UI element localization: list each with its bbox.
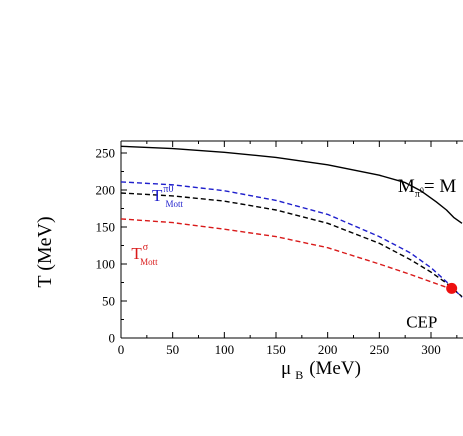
y-axis-label: T (MeV) xyxy=(34,216,56,287)
cep-label: CEP xyxy=(406,313,437,332)
y-tick-label: 100 xyxy=(96,257,116,272)
x-tick-label: 300 xyxy=(421,342,441,357)
mpi-annotation: Mπ0= M xyxy=(398,176,456,200)
y-tick-label: 200 xyxy=(96,183,116,198)
x-tick-label: 150 xyxy=(266,342,286,357)
tpi-label: Tπ0 Mott xyxy=(152,184,183,209)
y-tick-label: 250 xyxy=(96,146,116,161)
series-group xyxy=(121,145,463,298)
series-line-0 xyxy=(121,145,463,224)
x-tick-label: 0 xyxy=(118,342,125,357)
y-tick-label: 0 xyxy=(109,331,116,346)
x-tick-label: 250 xyxy=(370,342,390,357)
x-axis-label: μ B (MeV) xyxy=(281,358,361,382)
x-tick-label: 100 xyxy=(215,342,235,357)
y-tick-label: 150 xyxy=(96,220,116,235)
annotations: Mπ0= M Tπ0 Mott Tσ Mott CEP xyxy=(131,176,456,331)
y-tick-label: 50 xyxy=(102,294,115,309)
cep-point xyxy=(446,282,458,294)
series-clip xyxy=(121,145,463,298)
x-tick-label: 50 xyxy=(166,342,179,357)
series-line-3 xyxy=(121,218,452,290)
x-tick-label: 200 xyxy=(318,342,338,357)
tsig-label: Tσ Mott xyxy=(131,242,158,267)
axes: 0 50 100 150 200 250 300 0 50 100 150 200 250 μ B (MeV)… xyxy=(34,140,463,382)
